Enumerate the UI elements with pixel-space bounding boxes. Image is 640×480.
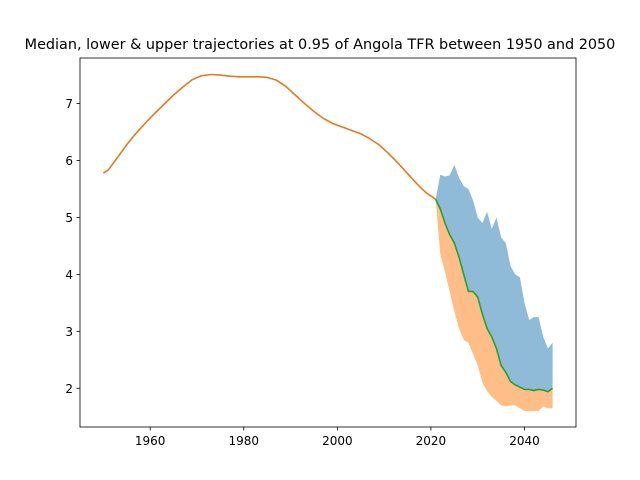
- historical-tfr-line: [102, 73, 437, 200]
- y-axis: 2 3 4 5 6 7: [65, 97, 80, 396]
- y-tick-label: 4: [65, 268, 73, 282]
- x-axis: 1960 1980 2000 2020 2040: [135, 427, 540, 448]
- x-tick-label: 1980: [229, 434, 260, 448]
- y-tick-label: 3: [65, 325, 73, 339]
- x-tick-label: 2020: [416, 434, 447, 448]
- y-tick-label: 2: [65, 382, 73, 396]
- y-tick-label: 5: [65, 211, 73, 225]
- median-trajectory-line: [434, 198, 554, 393]
- chart-title: Median, lower & upper trajectories at 0.…: [25, 37, 616, 53]
- trajectory-bands: [435, 165, 553, 412]
- x-tick-label: 2040: [509, 434, 540, 448]
- trajectory-lines: [102, 73, 554, 393]
- x-tick-label: 2000: [322, 434, 353, 448]
- x-tick-label: 1960: [135, 434, 166, 448]
- plot-area-frame: [79, 57, 577, 428]
- upper-trajectory-band: [435, 165, 553, 392]
- y-tick-label: 7: [65, 97, 73, 111]
- y-tick-label: 6: [65, 154, 73, 168]
